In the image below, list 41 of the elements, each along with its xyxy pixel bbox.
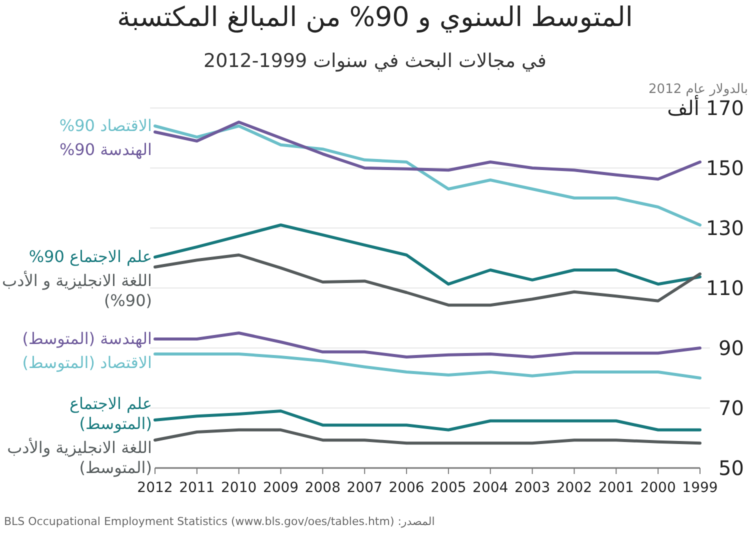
x-tick-label: 2003 bbox=[513, 480, 552, 496]
line-series bbox=[154, 332, 702, 358]
x-tick-label: 2007 bbox=[346, 480, 384, 496]
line-series bbox=[154, 224, 702, 286]
x-tick-label: 2001 bbox=[597, 480, 635, 496]
y-tick-label: 150 bbox=[706, 156, 744, 180]
line-series bbox=[154, 428, 702, 445]
chart-title: المتوسط السنوي و 90% من المبالغ المكتسبة bbox=[116, 2, 634, 33]
x-tick-label: 2011 bbox=[178, 480, 216, 496]
x-tick-label: 2012 bbox=[136, 480, 174, 496]
x-tick-label: 2008 bbox=[304, 480, 342, 496]
y-tick-label: 90 bbox=[718, 336, 744, 360]
y-tick-label: 70 bbox=[718, 396, 744, 420]
chart-subtitle: في مجالات البحث في سنوات 1999-2012 bbox=[202, 50, 548, 72]
x-tick-label: 2005 bbox=[430, 480, 468, 496]
text: المصدر: BLS Occupational Employment Statistics (www.bls.gov/oes/tables.htm) bbox=[4, 515, 435, 528]
y-tick-label: 110 bbox=[706, 276, 744, 300]
y-axis-title: بالدولار عام 2012 bbox=[648, 82, 748, 97]
series-label: علم الاجتماع (المتوسط) bbox=[68, 394, 152, 434]
line-series bbox=[154, 410, 702, 432]
line-series bbox=[154, 352, 702, 380]
x-tick-label: 2010 bbox=[220, 480, 258, 496]
x-tick-label: 2000 bbox=[639, 480, 677, 496]
x-tick-label: 2006 bbox=[388, 480, 426, 496]
x-tick-label: 2004 bbox=[472, 480, 510, 496]
y-tick-label: 170 ألف bbox=[667, 96, 744, 120]
line-series bbox=[154, 124, 702, 226]
x-tick-label: 2002 bbox=[555, 480, 594, 496]
y-tick-label: 130 bbox=[706, 216, 744, 240]
series-label: اللغة الانجليزية والأدب (المتوسط) bbox=[6, 438, 152, 478]
line-series bbox=[154, 254, 702, 307]
x-tick-label: 2009 bbox=[262, 480, 300, 496]
line-series bbox=[154, 120, 702, 181]
series-label: الهندسة 90% bbox=[58, 140, 152, 160]
y-tick-label: 50 bbox=[718, 456, 744, 480]
series-label: اللغة الانجليزية و الأدب (90%) bbox=[2, 271, 152, 312]
series-label: علم الاجتماع 90% bbox=[28, 247, 152, 268]
x-tick-label: 1999 bbox=[681, 480, 719, 496]
series-label: الاقتصاد 90% bbox=[58, 116, 152, 136]
series-label: الهندسة (المتوسط) bbox=[21, 329, 152, 349]
series-label: الاقتصاد (المتوسط) bbox=[21, 353, 152, 373]
